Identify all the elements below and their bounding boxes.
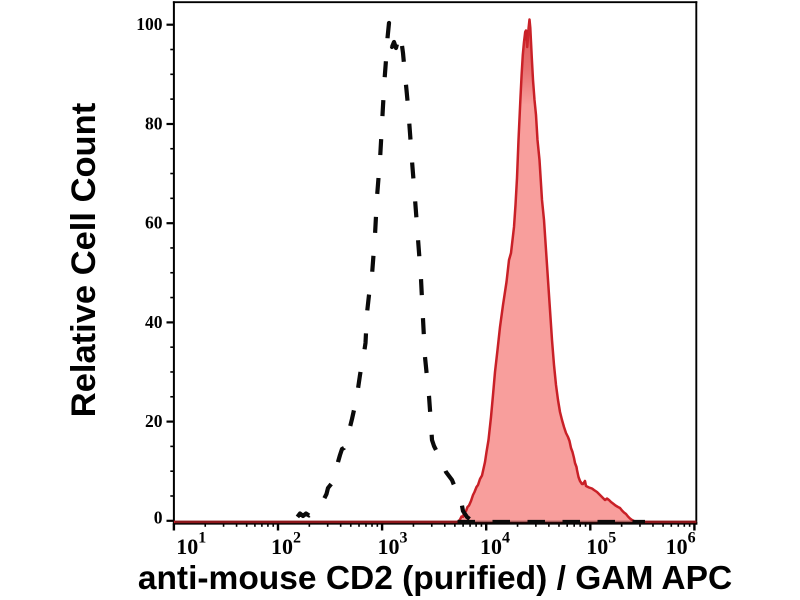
svg-text:103: 103 — [378, 530, 408, 560]
svg-text:100: 100 — [136, 14, 163, 34]
svg-text:Relative Cell Count: Relative Cell Count — [65, 102, 103, 417]
svg-text:40: 40 — [145, 312, 163, 332]
svg-text:60: 60 — [145, 213, 163, 233]
svg-text:anti-mouse CD2 (purified) / GA: anti-mouse CD2 (purified) / GAM APC — [138, 560, 732, 597]
svg-text:105: 105 — [586, 530, 616, 560]
svg-text:0: 0 — [154, 507, 163, 527]
svg-text:80: 80 — [145, 114, 163, 134]
svg-text:104: 104 — [480, 530, 510, 560]
svg-text:102: 102 — [271, 530, 301, 560]
svg-text:101: 101 — [176, 530, 206, 560]
svg-text:20: 20 — [145, 411, 163, 431]
svg-text:106: 106 — [666, 530, 696, 560]
